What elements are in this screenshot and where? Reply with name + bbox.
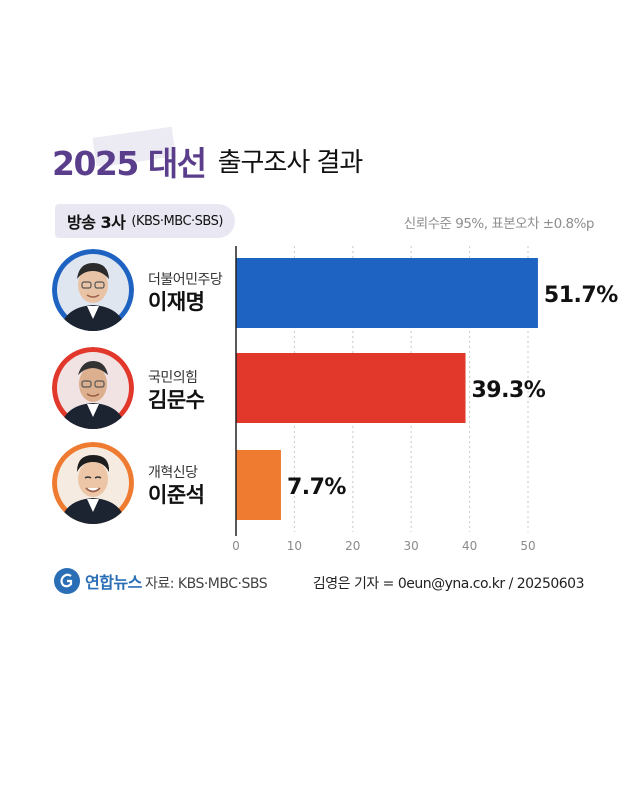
ballot-box-decoration <box>92 126 176 166</box>
x-tick-label: 10 <box>287 539 302 553</box>
x-tick-label: 40 <box>462 539 477 553</box>
avatar <box>52 249 134 331</box>
x-tick-label: 30 <box>404 539 419 553</box>
person-icon <box>52 347 134 429</box>
page-title: 2025 대선 출구조사 결과 <box>52 126 364 184</box>
x-tick-label: 0 <box>232 539 240 553</box>
pill-title: 방송 3사 <box>67 213 126 232</box>
broadcaster-pill: 방송 3사 (KBS·MBC·SBS) <box>55 204 235 238</box>
candidate-row: 더불어민주당 이재명 <box>52 249 242 339</box>
bar <box>236 450 281 520</box>
party-label: 더불어민주당 <box>148 272 223 288</box>
candidate-name: 이재명 <box>148 290 205 314</box>
data-label: 51.7% <box>544 283 618 308</box>
party-label: 국민의힘 <box>148 370 198 386</box>
candidate-row: 국민의힘 김문수 <box>52 347 242 437</box>
credit-text: 김영은 기자 = 0eun@yna.co.kr / 20250603 <box>312 576 585 592</box>
x-tick-label: 50 <box>520 539 535 553</box>
title-main: 2025 대선 <box>52 144 207 183</box>
pill-sub: (KBS·MBC·SBS) <box>131 213 223 229</box>
source-text: 자료: KBS·MBC·SBS <box>145 576 268 592</box>
person-icon <box>52 249 134 331</box>
yonhap-logo-icon <box>54 568 80 594</box>
party-label: 개혁신당 <box>148 465 198 481</box>
candidate-name: 이준석 <box>148 483 205 507</box>
x-tick-label: 20 <box>345 539 360 553</box>
person-icon <box>52 442 134 524</box>
bar <box>236 353 466 423</box>
confidence-note: 신뢰수준 95%, 표본오차 ±0.8%p <box>403 216 595 232</box>
candidate-name: 김문수 <box>148 388 205 412</box>
data-label: 7.7% <box>287 475 346 500</box>
avatar <box>52 347 134 429</box>
logo-text: 연합뉴스 <box>85 573 142 592</box>
bar <box>236 258 538 328</box>
title-sub: 출구조사 결과 <box>217 148 364 178</box>
publisher-logo: 연합뉴스 <box>54 568 142 594</box>
data-label: 39.3% <box>472 378 546 403</box>
candidate-row: 개혁신당 이준석 <box>52 442 242 532</box>
avatar <box>52 442 134 524</box>
